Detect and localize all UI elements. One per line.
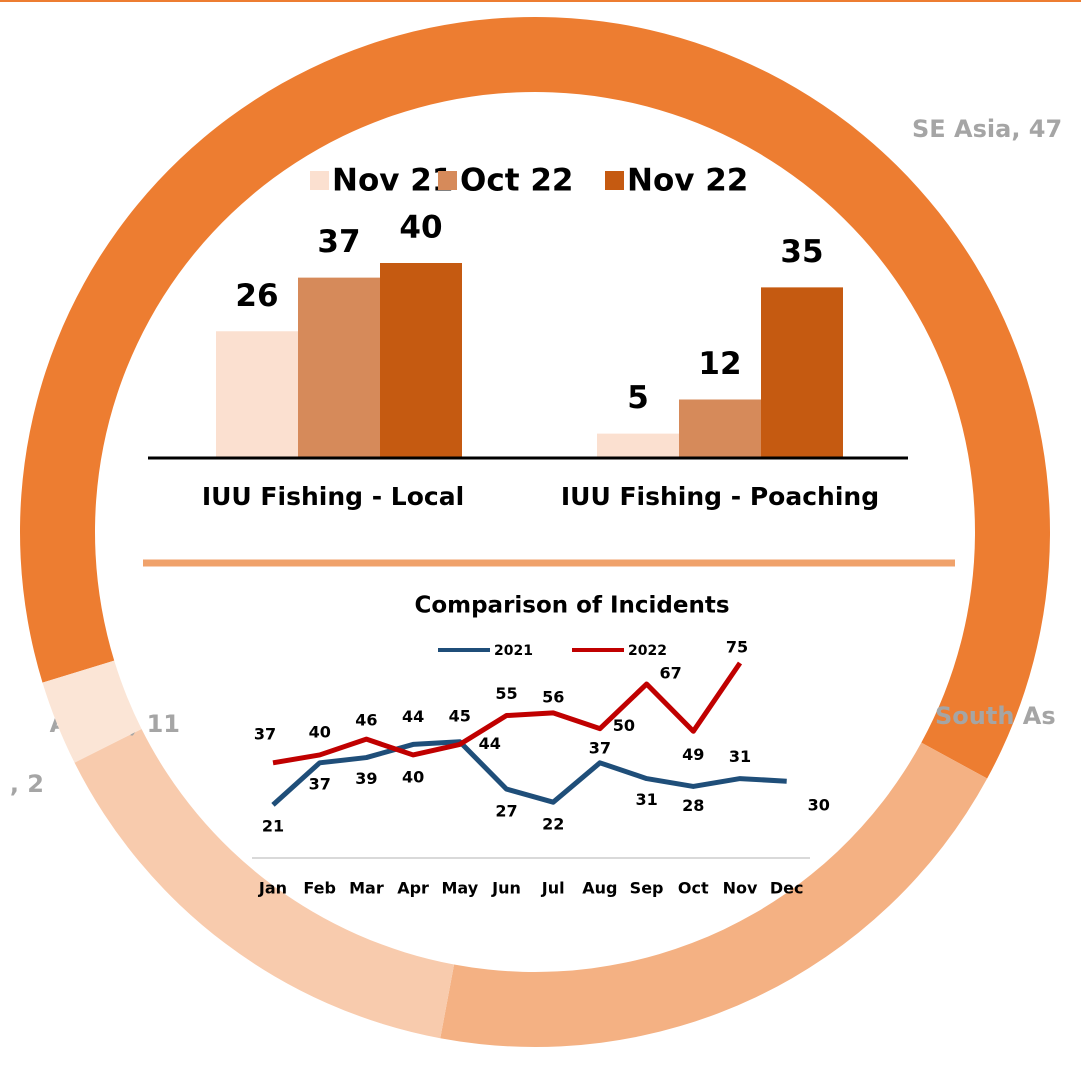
bar	[298, 277, 380, 458]
donut-segment	[440, 742, 988, 1047]
bar	[216, 331, 298, 458]
donut-label: SE Asia, 47	[912, 115, 1062, 143]
point-label: 21	[262, 816, 284, 835]
bar	[380, 263, 462, 458]
bar-value-label: 12	[698, 346, 741, 382]
point-label: 28	[682, 796, 704, 815]
legend-swatch	[310, 171, 329, 190]
legend-label: 2021	[494, 643, 533, 659]
x-tick-label: Dec	[770, 879, 804, 898]
point-label: 49	[682, 745, 704, 764]
x-tick-label: Jun	[491, 879, 521, 898]
point-label: 31	[729, 747, 751, 766]
series-line	[272, 661, 743, 766]
bar-value-label: 37	[317, 224, 360, 260]
category-label: IUU Fishing - Local	[202, 482, 464, 511]
donut-label: , 2	[10, 770, 44, 798]
point-label: 45	[449, 706, 471, 725]
x-tick-label: Nov	[723, 879, 758, 898]
donut-label: South As	[935, 702, 1056, 730]
point-label: 31	[635, 790, 657, 809]
point-label: 44	[402, 707, 424, 726]
legend-label: Nov 21	[332, 163, 453, 199]
legend-label: Nov 22	[627, 163, 748, 199]
x-tick-label: Apr	[397, 879, 429, 898]
bar-value-label: 35	[780, 234, 823, 270]
point-label: 37	[589, 738, 611, 757]
x-tick-label: Feb	[303, 879, 336, 898]
legend-label: Oct 22	[460, 163, 573, 199]
point-label: 46	[355, 711, 377, 730]
bar	[761, 287, 843, 458]
x-tick-label: May	[441, 879, 478, 898]
legend-label: 2022	[628, 643, 667, 659]
point-label: 40	[309, 722, 331, 741]
series-line	[271, 739, 787, 807]
point-label: 27	[495, 802, 517, 821]
x-tick-label: Jan	[258, 879, 287, 898]
x-tick-label: Aug	[582, 879, 617, 898]
point-label: 40	[402, 767, 424, 786]
bar-value-label: 26	[235, 278, 278, 314]
point-label: 39	[355, 769, 377, 788]
bar-value-label: 40	[399, 210, 442, 246]
donut-segment	[42, 660, 142, 763]
line-title: Comparison of Incidents	[414, 593, 729, 619]
legend-swatch	[605, 171, 624, 190]
bar-value-label: 5	[627, 380, 649, 416]
point-label: 75	[726, 638, 748, 657]
point-label: 37	[309, 774, 331, 793]
point-label: 50	[613, 716, 635, 735]
x-tick-label: Mar	[349, 879, 384, 898]
bar	[679, 399, 761, 458]
x-tick-label: Oct	[678, 879, 709, 898]
point-label: 30	[808, 796, 830, 815]
x-tick-label: Jul	[541, 879, 565, 898]
x-tick-label: Sep	[630, 879, 664, 898]
point-label: 22	[542, 815, 564, 834]
legend-swatch	[438, 171, 457, 190]
point-label: 67	[659, 664, 681, 683]
point-label: 55	[495, 684, 517, 703]
category-label: IUU Fishing - Poaching	[561, 482, 879, 511]
point-label: 44	[479, 734, 501, 753]
donut-segment	[74, 729, 455, 1039]
donut-segment	[20, 17, 1051, 779]
point-label: 37	[254, 724, 276, 743]
point-label: 56	[542, 687, 564, 706]
bar	[597, 433, 679, 458]
